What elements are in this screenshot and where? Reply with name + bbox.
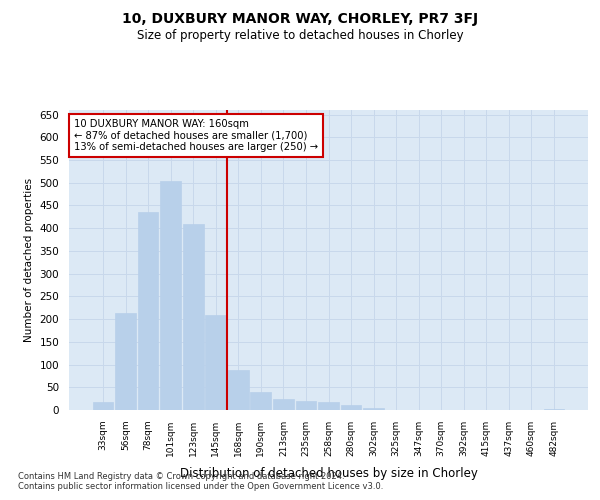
Bar (205, 314, 226, 410)
Bar (115, 313, 136, 410)
Bar (183, 224, 203, 410)
Text: Size of property relative to detached houses in Chorley: Size of property relative to detached ho… (137, 29, 463, 42)
Bar (228, 370, 248, 410)
X-axis label: Distribution of detached houses by size in Chorley: Distribution of detached houses by size … (179, 467, 478, 480)
Bar (250, 392, 271, 410)
Bar (160, 182, 181, 410)
Text: Contains HM Land Registry data © Crown copyright and database right 2024.: Contains HM Land Registry data © Crown c… (18, 472, 344, 481)
Bar (137, 212, 158, 410)
Bar (92, 402, 113, 410)
Text: 10, DUXBURY MANOR WAY, CHORLEY, PR7 3FJ: 10, DUXBURY MANOR WAY, CHORLEY, PR7 3FJ (122, 12, 478, 26)
Bar (341, 406, 361, 410)
Bar (296, 401, 316, 410)
Bar (318, 402, 339, 410)
Text: 10 DUXBURY MANOR WAY: 160sqm
← 87% of detached houses are smaller (1,700)
13% of: 10 DUXBURY MANOR WAY: 160sqm ← 87% of de… (74, 119, 319, 152)
Text: Contains public sector information licensed under the Open Government Licence v3: Contains public sector information licen… (18, 482, 383, 491)
Bar (273, 398, 294, 410)
Bar (363, 408, 384, 410)
Bar (544, 408, 565, 410)
Y-axis label: Number of detached properties: Number of detached properties (24, 178, 34, 342)
